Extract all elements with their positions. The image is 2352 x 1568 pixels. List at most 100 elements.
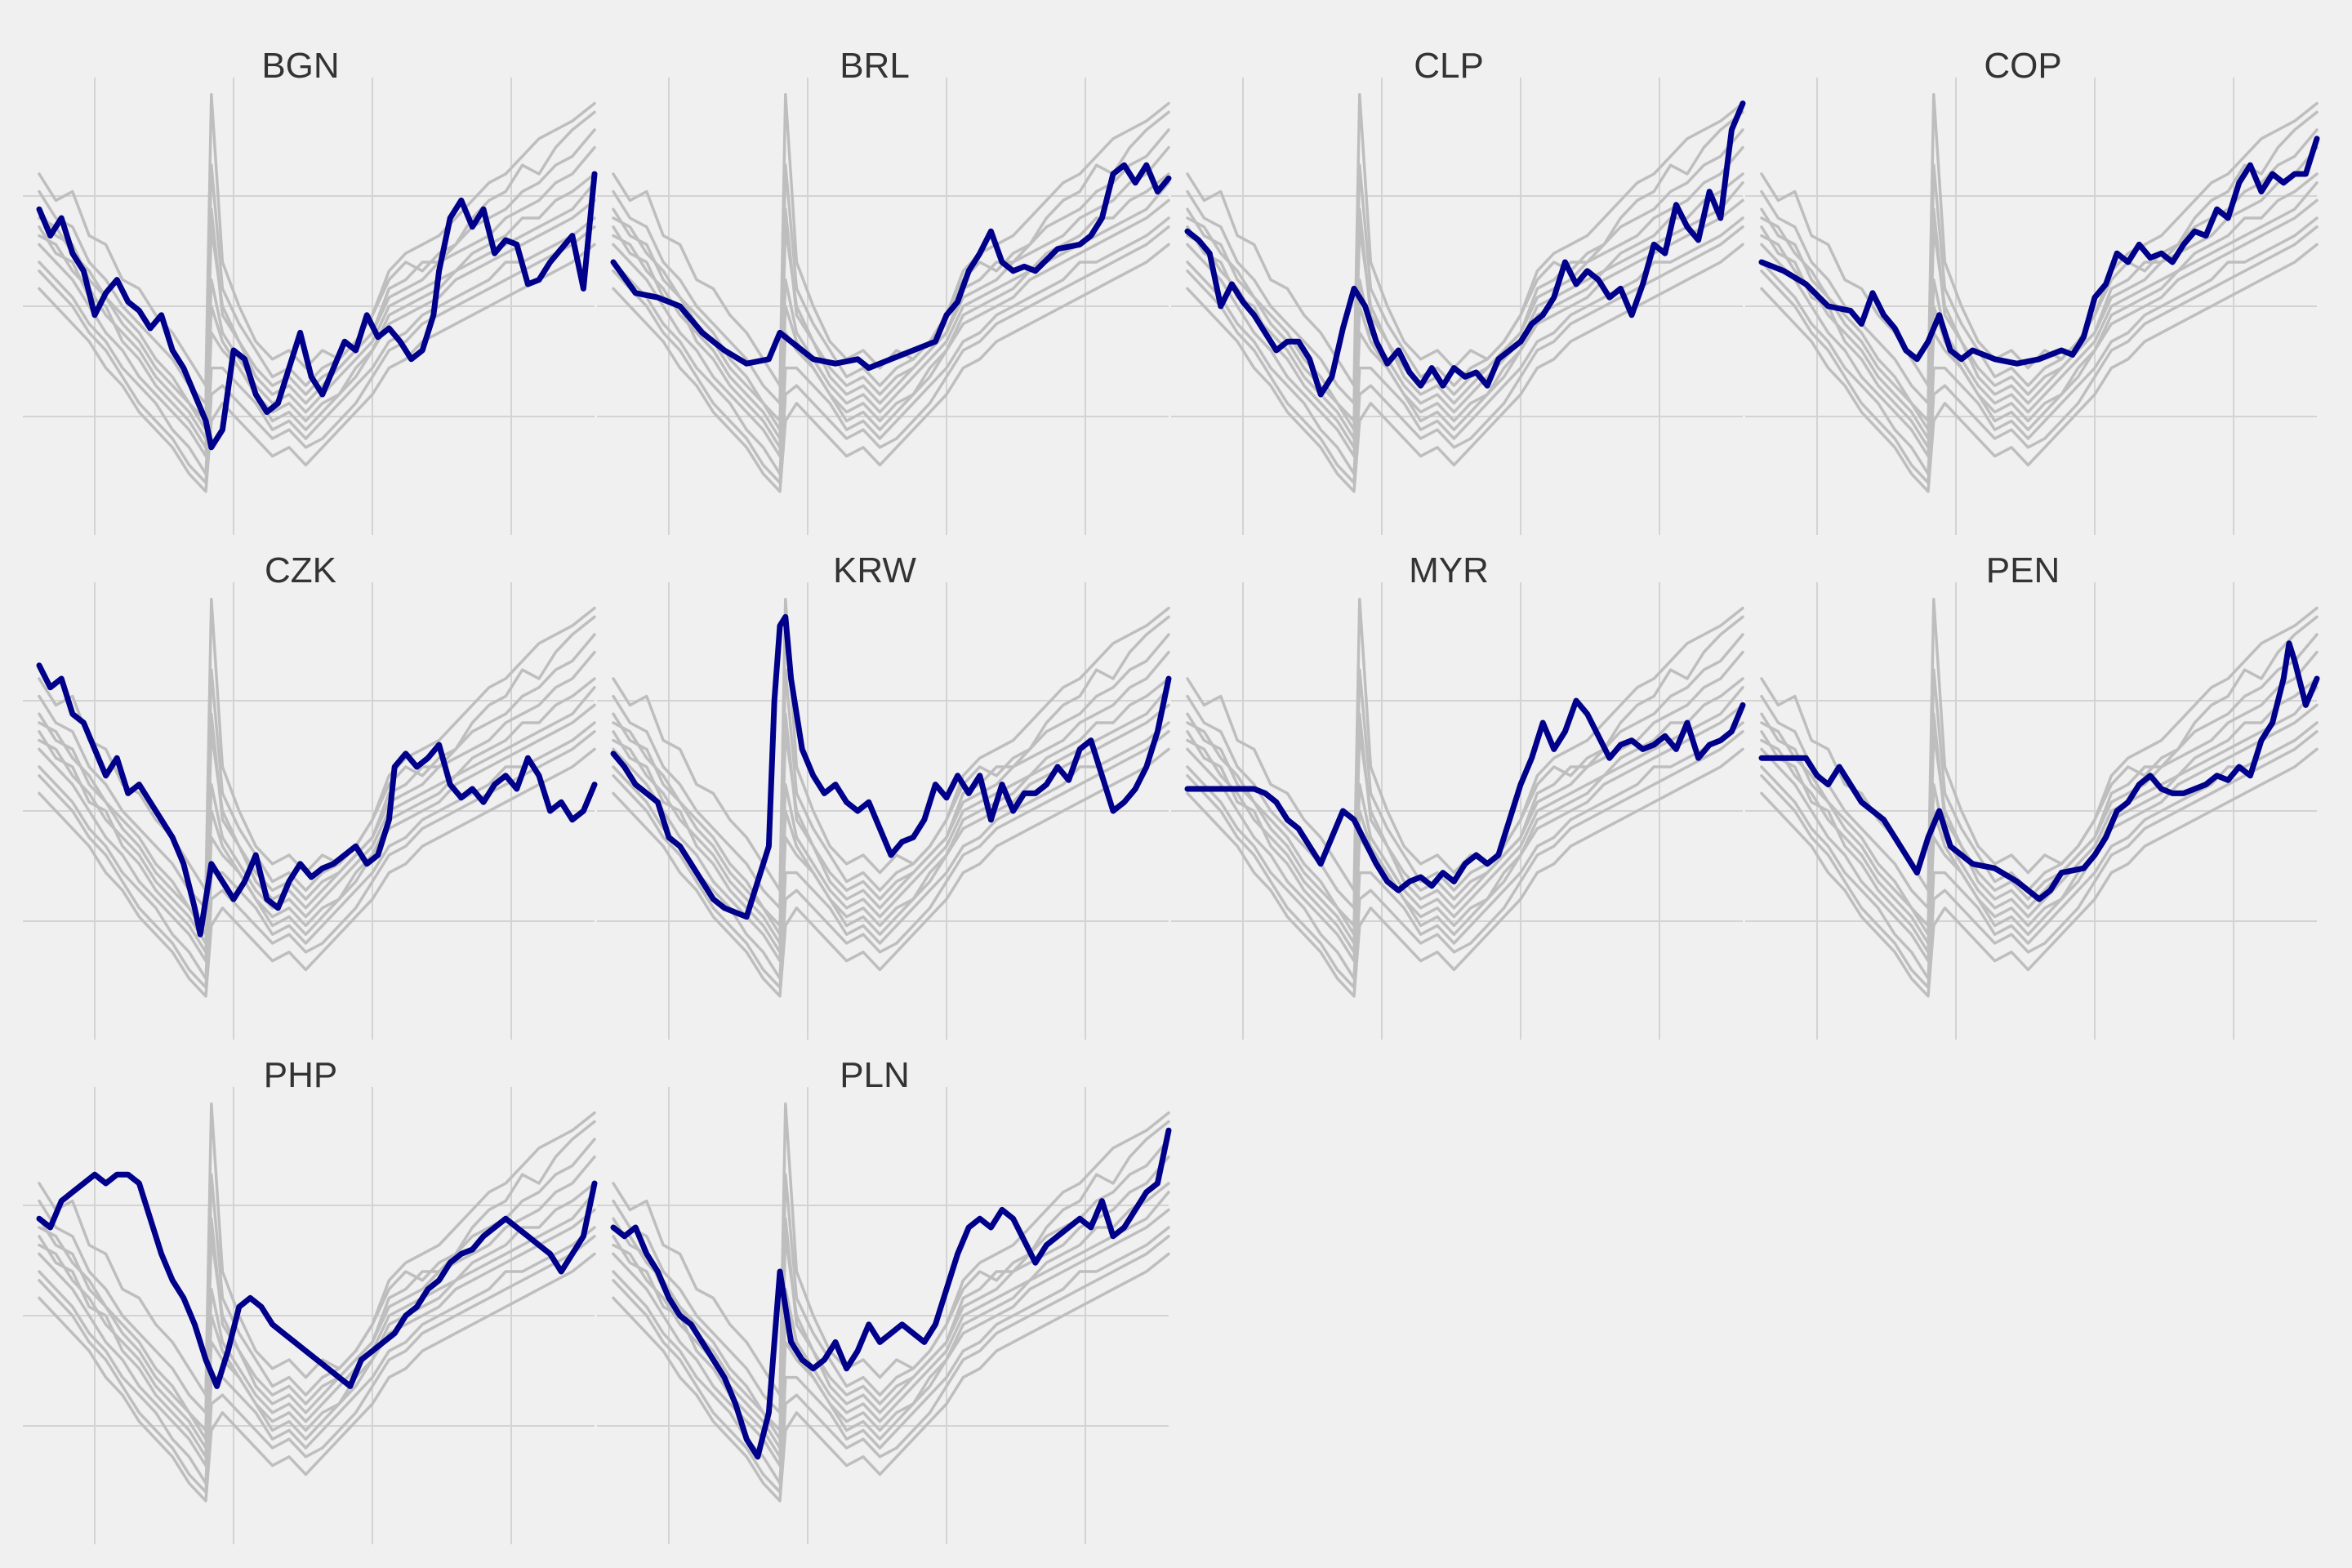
context-series-line [612, 1235, 1170, 1494]
context-series-line [1760, 243, 2319, 493]
context-series-line [38, 1191, 596, 1459]
facet-panel-brl: BRL [597, 46, 1172, 535]
context-series-line [612, 650, 1170, 928]
context-series-line [38, 225, 596, 484]
context-series-line [1760, 93, 2319, 387]
context-series-line [38, 216, 596, 475]
context-series-line [1760, 225, 2319, 484]
highlight-series-line-brl [610, 162, 1172, 372]
facet-panel-krw: KRW [597, 550, 1172, 1040]
facet-title: CZK [265, 550, 336, 590]
context-series-line [1760, 216, 2319, 475]
context-series-line [38, 1155, 596, 1432]
context-series-line [612, 677, 1170, 945]
context-series-line [1760, 650, 2319, 928]
context-series-line [38, 1111, 596, 1414]
facet-title: PHP [264, 1055, 337, 1095]
context-series-line [612, 181, 1170, 449]
context-series-line [612, 606, 1170, 910]
context-series-line [38, 721, 596, 980]
context-series-line [612, 225, 1170, 484]
facet-panel-php: PHP [23, 1055, 598, 1544]
facets-layer: BGN BRL CLP COP CZK KRW MYR PEN PHP PLN [23, 46, 2320, 1544]
context-series-line [612, 101, 1170, 405]
context-series-line [1760, 633, 2319, 936]
context-series-line [38, 747, 596, 998]
highlight-series-line-pen [1758, 640, 2320, 902]
context-series-line [612, 145, 1170, 423]
context-series-line [1760, 747, 2319, 998]
context-series-line [1186, 721, 1744, 980]
context-series-line [612, 686, 1170, 954]
context-series-line [612, 93, 1170, 387]
highlight-series-line-czk [36, 662, 598, 938]
context-series-line [612, 703, 1170, 963]
context-series-line [38, 677, 596, 945]
context-series-line [1186, 633, 1744, 936]
context-series-line [38, 1208, 596, 1468]
context-series-line [1760, 703, 2319, 963]
context-series-line [612, 1226, 1170, 1485]
context-series-line [612, 1252, 1170, 1503]
facet-panel-clp: CLP [1171, 46, 1746, 535]
context-series-line [612, 730, 1170, 989]
context-series-line [38, 101, 596, 405]
context-series-line [38, 730, 596, 989]
context-series-line [1760, 686, 2319, 954]
facet-panel-myr: MYR [1171, 550, 1746, 1040]
context-series-line [612, 598, 1170, 892]
context-series-line [1760, 730, 2319, 989]
context-series-line [1186, 650, 1744, 928]
context-series-line [1760, 198, 2319, 458]
facet-title: CLP [1414, 46, 1484, 86]
context-series-line [612, 198, 1170, 458]
context-series-line [38, 172, 596, 440]
context-series-line [38, 606, 596, 910]
facet-title: MYR [1409, 550, 1489, 590]
facet-panel-bgn: BGN [23, 46, 598, 535]
context-series-line [1760, 172, 2319, 440]
highlight-series-line-krw [610, 613, 1172, 920]
context-series-line [38, 1182, 596, 1450]
context-series-line [38, 703, 596, 963]
context-series-line [1186, 181, 1744, 449]
context-series-line [612, 216, 1170, 475]
context-series-line [612, 1155, 1170, 1432]
context-series-line [38, 1252, 596, 1503]
facet-panel-cop: COP [1745, 46, 2320, 535]
highlight-series-line-clp [1184, 100, 1746, 398]
context-series-line [1186, 703, 1744, 963]
context-series-line [612, 1191, 1170, 1459]
facet-title: COP [1984, 46, 2061, 86]
highlight-series-line-pln [610, 1127, 1172, 1460]
context-series-line [1186, 243, 1744, 493]
context-series-line [38, 145, 596, 423]
context-series-line [1186, 730, 1744, 989]
highlight-series-line-php [36, 1171, 598, 1389]
facet-title: BRL [840, 46, 910, 86]
highlight-series-line-bgn [36, 171, 598, 451]
context-series-line [612, 172, 1170, 440]
context-series-line [612, 1111, 1170, 1414]
context-series-line [1186, 747, 1744, 998]
context-series-line [1186, 606, 1744, 910]
context-series-line [38, 243, 596, 493]
context-series-line [1186, 198, 1744, 458]
context-series-line [38, 686, 596, 954]
context-series-line [38, 1235, 596, 1494]
context-series-line [1186, 686, 1744, 954]
context-series-line [1186, 101, 1744, 405]
facet-panel-czk: CZK [23, 550, 598, 1040]
context-series-line [38, 128, 596, 431]
context-series-line [38, 1226, 596, 1485]
facet-title: KRW [833, 550, 916, 590]
context-series-line [612, 1208, 1170, 1468]
highlight-series-line-myr [1184, 697, 1746, 893]
facet-panel-pln: PLN [597, 1055, 1172, 1544]
context-series-line [38, 1102, 596, 1396]
context-series-line [1186, 145, 1744, 423]
facet-title: PEN [1986, 550, 2060, 590]
context-series-line [1760, 145, 2319, 423]
context-series-line [1186, 598, 1744, 892]
